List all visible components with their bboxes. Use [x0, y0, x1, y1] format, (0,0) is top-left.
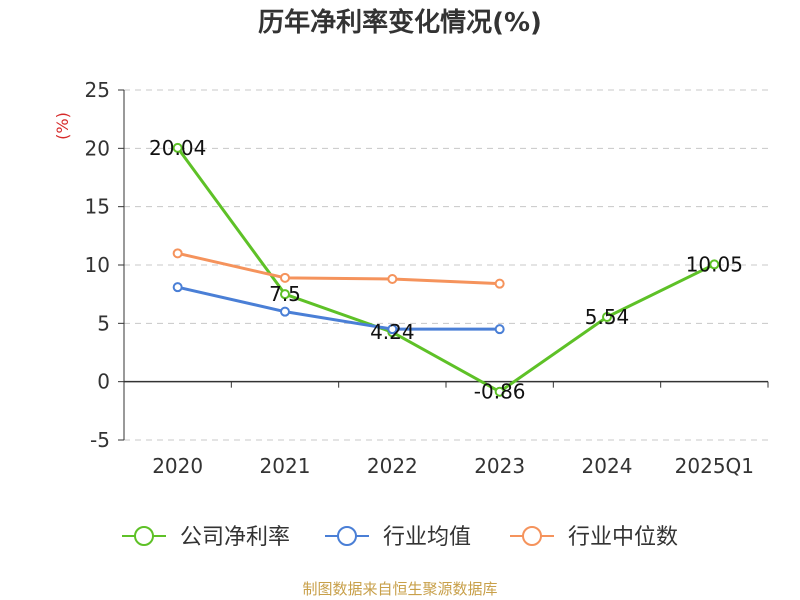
data-labels: 20.04 7.5 4.24 -0.86 5.54 10.05 [149, 136, 743, 404]
legend-label: 行业中位数 [568, 525, 678, 550]
x-tick-label: 2022 [367, 454, 418, 478]
data-point [494, 386, 505, 397]
data-point [172, 248, 183, 259]
grid-lines [124, 89, 768, 441]
axes: -5 0 5 10 15 20 25 2020 2021 2022 2023 2024 2025Q1 (%… [53, 78, 769, 478]
y-tick-label: 10 [85, 253, 110, 277]
data-point [172, 142, 183, 153]
data-label: 5.54 [585, 305, 630, 329]
source-note: 制图数据来自恒生聚源数据库 [302, 580, 498, 598]
y-tick-label: 25 [85, 78, 110, 102]
series-lines [172, 142, 720, 397]
data-label: 4.24 [370, 320, 415, 344]
legend: 公司净利率 行业均值 行业中位数 [122, 525, 678, 550]
y-tick-label: 20 [85, 136, 110, 160]
legend-label: 公司净利率 [180, 525, 290, 550]
legend-marker [134, 526, 154, 546]
y-axis-label: (%) [53, 112, 72, 140]
data-point [387, 274, 398, 284]
legend-label: 行业均值 [383, 525, 471, 550]
data-point [280, 306, 290, 317]
y-tick-label: 0 [97, 370, 110, 394]
series-line [176, 146, 715, 394]
data-point [387, 324, 398, 335]
data-point [602, 312, 612, 323]
x-tick-label: 2021 [260, 454, 311, 478]
y-tick-label: 15 [85, 195, 110, 219]
x-tick-label: 2024 [582, 454, 633, 478]
data-point [280, 289, 290, 300]
data-label: 20.04 [149, 136, 206, 160]
x-tick-label: 2023 [474, 454, 525, 478]
chart-title: 历年净利率变化情况(%) [258, 8, 542, 38]
data-label: 10.05 [686, 252, 743, 276]
data-point [494, 278, 505, 289]
series-line [177, 251, 500, 286]
data-point [172, 282, 183, 293]
series-line [177, 285, 500, 331]
y-tick-label: -5 [90, 428, 110, 452]
x-tick-label: 2020 [152, 454, 203, 478]
data-label: -0.86 [474, 380, 526, 404]
legend-marker [522, 526, 542, 546]
data-point [280, 272, 290, 283]
y-tick-label: 5 [97, 311, 110, 335]
data-point [494, 324, 505, 335]
data-point [709, 259, 720, 270]
legend-marker [337, 526, 357, 546]
data-label: 7.5 [269, 282, 301, 306]
x-tick-label: 2025Q1 [675, 454, 754, 478]
